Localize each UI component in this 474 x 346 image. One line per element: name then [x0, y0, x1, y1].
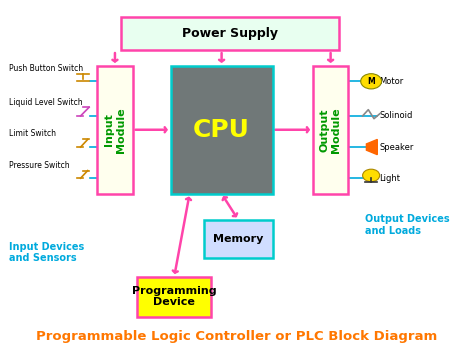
Text: Light: Light [379, 174, 400, 183]
Text: Memory: Memory [213, 234, 264, 244]
Text: Motor: Motor [379, 77, 403, 86]
Circle shape [363, 169, 380, 182]
Text: www.ETechnog.com: www.ETechnog.com [209, 111, 227, 180]
Text: Power Supply: Power Supply [182, 27, 278, 40]
Text: Output Devices
and Loads: Output Devices and Loads [365, 214, 450, 236]
Circle shape [361, 74, 382, 89]
Text: Programmable Logic Controller or PLC Block Diagram: Programmable Logic Controller or PLC Blo… [36, 329, 438, 343]
Text: CPU: CPU [193, 118, 250, 142]
Text: Input Devices
and Sensors: Input Devices and Sensors [9, 242, 85, 263]
Text: Push Button Switch: Push Button Switch [9, 64, 83, 73]
Text: Programming
Device: Programming Device [132, 286, 217, 308]
Polygon shape [366, 139, 377, 155]
FancyBboxPatch shape [171, 66, 273, 194]
Text: Speaker: Speaker [379, 143, 414, 152]
Text: M: M [367, 77, 375, 86]
Text: Input
Module: Input Module [104, 107, 126, 153]
Text: Solinoid: Solinoid [379, 111, 412, 120]
Text: Liquid Level Switch: Liquid Level Switch [9, 98, 83, 107]
FancyBboxPatch shape [137, 277, 211, 317]
FancyBboxPatch shape [313, 66, 348, 194]
Text: Pressure Switch: Pressure Switch [9, 161, 70, 170]
Text: Limit Switch: Limit Switch [9, 129, 56, 138]
FancyBboxPatch shape [97, 66, 133, 194]
FancyBboxPatch shape [204, 220, 273, 258]
Text: Output
Module: Output Module [320, 107, 341, 153]
FancyBboxPatch shape [121, 17, 339, 50]
